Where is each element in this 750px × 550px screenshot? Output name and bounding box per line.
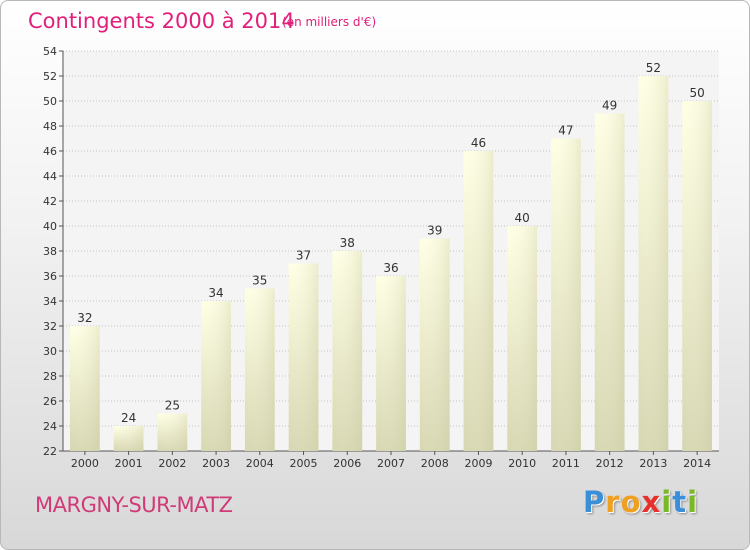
logo-letter: o (620, 485, 642, 519)
data-label: 24 (121, 411, 136, 425)
bar-shade (332, 251, 363, 451)
x-tick-label: 2006 (333, 457, 361, 470)
x-tick-label: 2011 (552, 457, 580, 470)
x-tick-label: 2004 (246, 457, 274, 470)
x-tick-label: 2002 (158, 457, 186, 470)
bar-shade (69, 326, 100, 451)
y-tick-label: 32 (43, 320, 57, 333)
y-tick-label: 28 (43, 370, 57, 383)
bar-shade (376, 276, 406, 451)
data-label: 37 (296, 249, 311, 263)
y-tick-label: 48 (43, 120, 57, 133)
x-tick-label: 2013 (639, 457, 667, 470)
x-tick-label: 2010 (508, 457, 536, 470)
chart-subtitle: (en milliers d'€) (282, 15, 376, 29)
x-tick-label: 2009 (464, 457, 492, 470)
y-tick-label: 42 (43, 195, 57, 208)
x-tick-label: 2012 (596, 457, 624, 470)
x-tick-label: 2007 (377, 457, 405, 470)
y-tick-label: 30 (43, 345, 57, 358)
x-tick-label: 2003 (202, 457, 230, 470)
x-tick-label: 2001 (115, 457, 143, 470)
x-tick-label: 2005 (290, 457, 318, 470)
y-tick-label: 44 (43, 170, 57, 183)
y-tick-label: 34 (43, 295, 57, 308)
y-tick-label: 26 (43, 395, 57, 408)
y-tick-label: 50 (43, 95, 57, 108)
y-tick-label: 24 (43, 420, 57, 433)
y-tick-label: 54 (43, 45, 57, 58)
data-label: 52 (646, 61, 661, 75)
data-label: 47 (558, 124, 573, 138)
bar-shade (113, 426, 144, 451)
bar-shade (201, 301, 231, 451)
data-label: 38 (340, 236, 355, 250)
logo-letter: x (641, 485, 662, 519)
x-tick-label: 2000 (71, 457, 99, 470)
proxiti-logo: Proxiti (583, 485, 698, 519)
chart-title: Contingents 2000 à 2014 (28, 9, 295, 33)
bar-shade (244, 288, 275, 451)
y-tick-label: 52 (43, 70, 57, 83)
logo-letter: r (605, 485, 621, 519)
bar-shade (419, 238, 450, 451)
bar-shade (594, 113, 625, 451)
y-tick-label: 36 (43, 270, 57, 283)
bar-shade (288, 263, 319, 451)
bar-shade (507, 226, 538, 451)
bar-shade (682, 101, 713, 451)
logo-letter: i (687, 485, 699, 519)
town-name: MARGNY-SUR-MATZ (35, 493, 233, 517)
x-tick-label: 2014 (683, 457, 711, 470)
bar-shade (157, 413, 188, 451)
plot-area: 22 24 26 28 30 32 34 36 38 40 42 44 46 48 50 52 54 32 2000… (43, 45, 719, 470)
data-label: 49 (602, 99, 617, 113)
bar-shade (551, 138, 581, 451)
bar-shade (638, 76, 669, 451)
y-tick-label: 46 (43, 145, 57, 158)
logo-letter: t (672, 485, 688, 519)
bar-shade (463, 151, 494, 451)
data-label: 32 (77, 311, 92, 325)
data-label: 34 (208, 286, 223, 300)
data-label: 35 (252, 274, 267, 288)
data-label: 40 (515, 211, 530, 225)
y-tick-label: 40 (43, 220, 57, 233)
y-tick-label: 22 (43, 445, 57, 458)
data-label: 50 (689, 86, 704, 100)
x-tick-label: 2008 (421, 457, 449, 470)
data-label: 46 (471, 136, 486, 150)
logo-letter: P (583, 485, 606, 519)
data-label: 36 (383, 261, 398, 275)
data-label: 39 (427, 224, 442, 238)
data-label: 25 (165, 399, 180, 413)
logo-letter: i (661, 485, 673, 519)
y-tick-label: 38 (43, 245, 57, 258)
